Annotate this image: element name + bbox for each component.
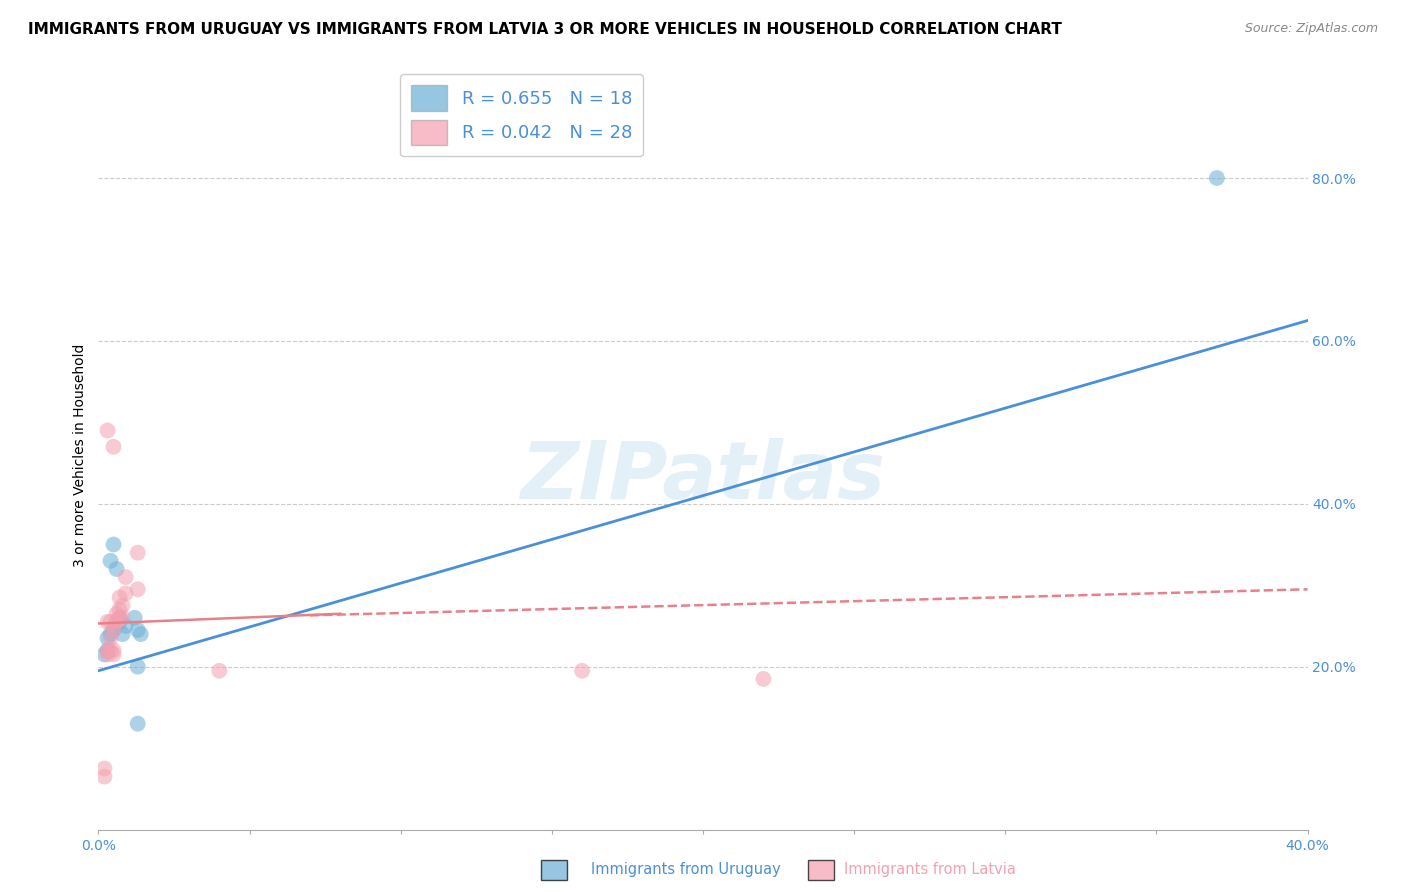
Point xyxy=(93,770,115,784)
Point xyxy=(105,607,128,621)
Text: Source: ZipAtlas.com: Source: ZipAtlas.com xyxy=(1244,22,1378,36)
Legend: R = 0.655   N = 18, R = 0.042   N = 28: R = 0.655 N = 18, R = 0.042 N = 28 xyxy=(401,74,643,156)
Point xyxy=(127,546,149,560)
Text: IMMIGRANTS FROM URUGUAY VS IMMIGRANTS FROM LATVIA 3 OR MORE VEHICLES IN HOUSEHOL: IMMIGRANTS FROM URUGUAY VS IMMIGRANTS FR… xyxy=(28,22,1062,37)
Point xyxy=(103,648,125,662)
Point xyxy=(111,611,134,625)
Point xyxy=(96,643,118,657)
Point xyxy=(114,570,136,584)
Point xyxy=(208,664,231,678)
Point xyxy=(100,627,122,641)
Point xyxy=(1206,171,1229,186)
Point xyxy=(100,615,122,629)
Point xyxy=(100,643,122,657)
Point xyxy=(103,623,125,637)
Point xyxy=(105,615,128,629)
Point xyxy=(108,611,131,625)
Point xyxy=(111,599,134,613)
Point xyxy=(127,582,149,597)
Text: Immigrants from Uruguay: Immigrants from Uruguay xyxy=(591,863,780,877)
Point xyxy=(124,611,146,625)
Point xyxy=(571,664,593,678)
Point xyxy=(108,602,131,616)
Point xyxy=(108,591,131,605)
Point xyxy=(96,631,118,645)
Point xyxy=(108,611,131,625)
Text: Immigrants from Latvia: Immigrants from Latvia xyxy=(844,863,1015,877)
Point xyxy=(100,631,122,645)
Point xyxy=(127,716,149,731)
Point xyxy=(96,643,118,657)
Point xyxy=(129,627,152,641)
Point xyxy=(105,562,128,576)
Point xyxy=(752,672,775,686)
Point xyxy=(103,623,125,637)
Point xyxy=(96,648,118,662)
Point xyxy=(103,643,125,657)
Point xyxy=(111,627,134,641)
Point xyxy=(96,615,118,629)
Point xyxy=(105,615,128,629)
Y-axis label: 3 or more Vehicles in Household: 3 or more Vehicles in Household xyxy=(73,343,87,566)
Point xyxy=(127,659,149,673)
Point xyxy=(93,648,115,662)
Point xyxy=(103,537,125,551)
Point xyxy=(108,615,131,629)
Point xyxy=(103,440,125,454)
Point xyxy=(96,424,118,438)
Point xyxy=(93,762,115,776)
Point xyxy=(127,623,149,637)
Point xyxy=(114,586,136,600)
Text: ZIPatlas: ZIPatlas xyxy=(520,438,886,516)
Point xyxy=(100,554,122,568)
Point xyxy=(114,619,136,633)
